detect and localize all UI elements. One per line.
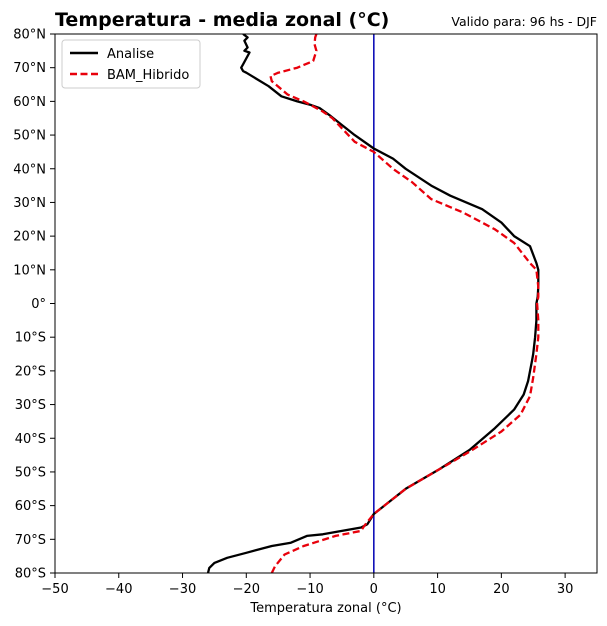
- y-tick-label: 60°N: [13, 95, 46, 110]
- x-tick-label: 10: [429, 582, 446, 597]
- legend: Analise BAM_Hibrido: [61, 39, 201, 89]
- y-tick-label: 60°S: [15, 499, 46, 514]
- y-tick-label: 20°S: [15, 364, 46, 379]
- chart-title: Temperatura - media zonal (°C): [55, 9, 389, 31]
- x-tick-label: 0: [370, 582, 378, 597]
- x-tick-label: −50: [41, 582, 68, 597]
- y-tick-label: 70°N: [13, 61, 46, 76]
- y-tick-label: 30°S: [15, 398, 46, 413]
- y-tick-label: 0°: [31, 297, 46, 312]
- x-tick-label: −30: [169, 582, 196, 597]
- y-tick-label: 10°N: [13, 263, 46, 278]
- legend-label-analise: Analise: [107, 47, 154, 62]
- y-tick-label: 20°N: [13, 230, 46, 245]
- legend-label-bam-hibrido: BAM_Hibrido: [107, 68, 189, 83]
- plot-content: [206, 34, 540, 573]
- y-tick-label: 80°N: [13, 28, 46, 43]
- x-tick-label: 20: [493, 582, 510, 597]
- x-tick-label: 30: [557, 582, 574, 597]
- series-line-analise: [206, 34, 540, 573]
- y-tick-label: 10°S: [15, 331, 46, 346]
- x-axis-label: Temperatura zonal (°C): [249, 601, 401, 616]
- y-axis: 80°S 70°S 60°S 50°S 40°S 30°S 20°S 10°S 0° 10°N 20…: [13, 28, 55, 582]
- y-tick-label: 30°N: [13, 196, 46, 211]
- y-tick-label: 40°N: [13, 162, 46, 177]
- x-axis: −50 −40 −30 −20 −10 0 10 20 30: [41, 573, 573, 597]
- x-tick-label: −10: [296, 582, 323, 597]
- series-line-bam-hibrido: [269, 34, 540, 573]
- x-tick-label: −40: [105, 582, 132, 597]
- y-tick-label: 50°N: [13, 129, 46, 144]
- x-tick-label: −20: [233, 582, 260, 597]
- y-tick-label: 50°S: [15, 465, 46, 480]
- y-tick-label: 80°S: [15, 567, 46, 582]
- chart-subtitle: Valido para: 96 hs - DJF: [451, 14, 597, 29]
- y-tick-label: 40°S: [15, 432, 46, 447]
- y-tick-label: 70°S: [15, 533, 46, 548]
